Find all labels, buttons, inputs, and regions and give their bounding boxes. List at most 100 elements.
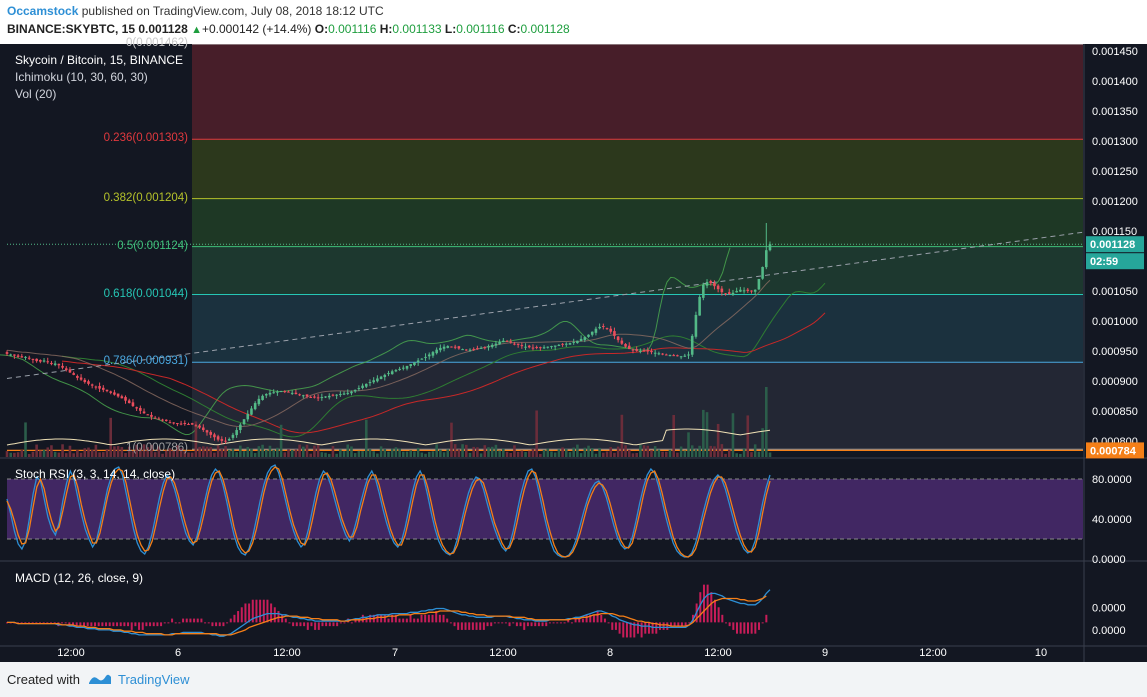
tradingview-brand-link[interactable]: TradingView xyxy=(118,672,190,687)
volume-bar xyxy=(176,445,179,457)
macd-histogram-bar xyxy=(596,611,599,623)
volume-bar xyxy=(168,448,172,457)
candle-body xyxy=(746,289,750,291)
candle-body xyxy=(402,367,405,369)
candle-body xyxy=(550,346,553,348)
macd-histogram-bar xyxy=(86,622,89,627)
fib-level-label: 0.786(0.000931) xyxy=(103,355,188,368)
author-link[interactable]: Occamstock xyxy=(7,4,79,18)
candle-body xyxy=(461,349,464,351)
candle-body xyxy=(716,285,720,290)
volume-bar xyxy=(231,448,235,457)
macd-histogram-bar xyxy=(281,614,284,623)
macd-histogram-bar xyxy=(427,614,430,623)
candle-body xyxy=(516,343,520,345)
candle-body xyxy=(479,347,483,349)
volume-bar xyxy=(357,450,361,457)
candle-body xyxy=(83,379,87,383)
volume-bar xyxy=(605,451,609,457)
price-chart[interactable]: 0.001450 0.001400 0.001350 0.001300 0.001250… xyxy=(0,44,1147,662)
macd-histogram-bar xyxy=(475,622,478,630)
macd-histogram-bar xyxy=(402,618,405,623)
candle-body xyxy=(661,353,664,355)
volume-bar xyxy=(172,450,175,457)
macd-histogram-bar xyxy=(295,622,298,627)
candle-body xyxy=(131,402,135,407)
macd-histogram-bar xyxy=(600,614,603,623)
macd-histogram-bar xyxy=(728,622,731,627)
macd-histogram-bar xyxy=(116,622,119,627)
candle-body xyxy=(679,356,683,358)
macd-histogram-bar xyxy=(592,614,595,623)
fib-level-label: 0.382(0.001204) xyxy=(103,191,188,204)
macd-histogram-bar xyxy=(611,622,614,630)
volume-bar xyxy=(76,449,79,457)
volume-bar xyxy=(5,451,9,457)
volume-bar xyxy=(116,446,120,457)
candle-body xyxy=(720,288,724,293)
volume-bar xyxy=(472,446,475,457)
candle-body xyxy=(257,398,261,405)
volume-bar xyxy=(587,445,590,457)
candle-body xyxy=(690,335,694,355)
macd-histogram-bar xyxy=(409,614,412,623)
macd-histogram-bar xyxy=(310,622,313,627)
candle-body xyxy=(731,292,735,296)
symbol-label[interactable]: BINANCE:SKYBTC, 15 xyxy=(7,22,136,36)
candle-body xyxy=(105,389,109,392)
stoch-axis-tick: 40.0000 xyxy=(1092,514,1132,526)
volume-bar xyxy=(594,453,598,457)
macd-histogram-bar xyxy=(761,622,764,624)
volume-bar xyxy=(279,424,283,457)
stoch-k-line xyxy=(6,464,771,558)
volume-bar xyxy=(557,449,561,457)
candle-body xyxy=(409,364,413,366)
volume-bar xyxy=(694,449,698,457)
macd-axis-tick: 0.0000 xyxy=(1092,602,1126,614)
macd-histogram-bar xyxy=(28,622,31,624)
volume-bar xyxy=(290,449,294,457)
candle-body xyxy=(161,419,164,421)
stoch-rsi-title[interactable]: Stoch RSI (3, 3, 14, 14, close) xyxy=(15,467,176,481)
macd-histogram-bar xyxy=(431,614,434,623)
candle-body xyxy=(202,427,205,431)
main-pane-title[interactable]: Skycoin / Bitcoin, 15, BINANCE xyxy=(15,53,184,67)
volume-bar xyxy=(346,444,350,457)
volume-bar xyxy=(524,452,527,457)
macd-histogram-bar xyxy=(182,618,185,623)
price-axis-tick: 0.001400 xyxy=(1092,76,1138,88)
macd-histogram-bar xyxy=(479,622,482,630)
candle-body xyxy=(320,397,324,399)
volume-legend[interactable]: Vol (20) xyxy=(15,87,57,101)
macd-histogram-bar xyxy=(332,622,335,627)
macd-title[interactable]: MACD (12, 26, close, 9) xyxy=(15,571,144,585)
macd-histogram-bar xyxy=(189,618,192,623)
macd-histogram-bar xyxy=(314,622,317,630)
candle-body xyxy=(176,423,179,425)
candle-body xyxy=(398,368,401,371)
low-label: L: xyxy=(444,22,457,36)
macd-histogram-bar xyxy=(548,622,551,624)
volume-bar xyxy=(535,410,538,457)
macd-histogram-bar xyxy=(750,622,753,634)
tradingview-logo-icon[interactable] xyxy=(87,671,113,687)
macd-histogram-bar xyxy=(358,618,361,623)
candle-body xyxy=(564,343,568,345)
candle-body xyxy=(602,326,605,328)
candle-body xyxy=(283,391,287,393)
candle-body xyxy=(183,423,187,425)
macd-histogram-bar xyxy=(666,622,669,630)
volume-bar xyxy=(161,453,164,457)
volume-bar xyxy=(546,448,550,457)
candle-body xyxy=(146,414,150,416)
candle-body xyxy=(739,289,742,292)
fib-zone xyxy=(192,294,1083,363)
candle-body xyxy=(561,343,564,345)
macd-histogram-bar xyxy=(607,622,610,624)
ichimoku-legend[interactable]: Ichimoku (10, 30, 60, 30) xyxy=(15,70,148,84)
price-axis-tick: 0.001300 xyxy=(1092,136,1138,148)
volume-bar xyxy=(13,452,16,457)
candle-body xyxy=(268,392,272,395)
volume-bar xyxy=(46,447,50,457)
volume-bar xyxy=(257,446,261,457)
